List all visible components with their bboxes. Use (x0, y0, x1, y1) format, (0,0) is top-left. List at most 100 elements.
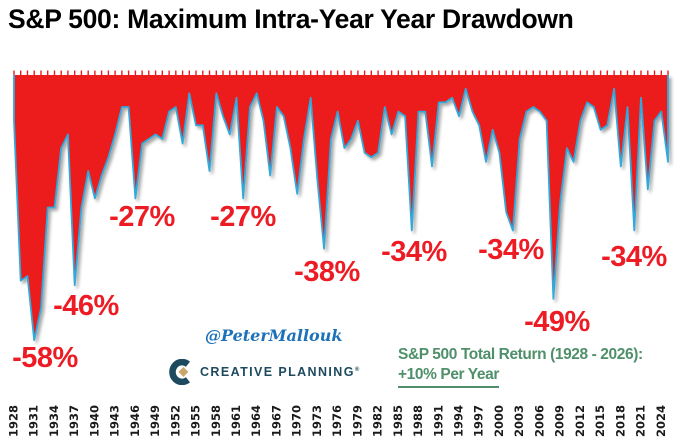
registered-trademark-icon: ® (354, 366, 361, 373)
top-axis-tick (80, 70, 83, 75)
x-axis-label: 2018 (613, 405, 627, 437)
top-axis-tick (316, 70, 319, 75)
top-axis-tick (357, 70, 359, 75)
twitter-handle: @PeterMallouk (205, 326, 343, 345)
drawdown-label: -49% (524, 306, 590, 338)
top-axis-tick (323, 70, 325, 75)
drawdown-label: -34% (381, 236, 447, 268)
top-axis-tick (40, 70, 42, 75)
x-axis-label: 2000 (492, 405, 506, 437)
top-axis-tick (451, 70, 453, 75)
top-axis-tick (620, 70, 622, 75)
top-axis-tick (343, 70, 346, 75)
x-axis-label: 1949 (148, 405, 162, 437)
x-axis-label: 1985 (391, 405, 405, 437)
x-axis-label: 1928 (7, 405, 21, 437)
x-axis-label: 1982 (371, 405, 385, 437)
top-axis-tick (100, 70, 103, 75)
top-axis-tick (626, 70, 629, 75)
x-axis-labels: 1928 1931 1934 1937 1940 1943 1946 1949 1952 1955… (7, 405, 668, 437)
top-axis-tick (310, 70, 312, 75)
top-axis-tick (94, 70, 96, 75)
top-axis-tick (633, 70, 635, 75)
x-axis-label: 2021 (634, 405, 648, 437)
top-axis-tick (114, 70, 116, 75)
total-return-line2: +10% Per Year (398, 365, 499, 388)
top-axis-tick (532, 70, 534, 75)
top-axis-tick (242, 70, 244, 75)
top-axis-tick (471, 70, 474, 75)
top-axis-tick (222, 70, 224, 75)
top-axis-tick (397, 70, 399, 75)
top-axis-tick (235, 70, 238, 75)
top-axis-tick (141, 70, 143, 75)
top-axis-tick (148, 70, 150, 75)
top-axis-tick (384, 70, 386, 75)
top-axis-tick (377, 70, 379, 75)
top-axis-tick (208, 70, 211, 75)
top-axis-tick (283, 70, 285, 75)
x-axis-label: 1976 (330, 405, 344, 437)
top-axis-tick (121, 70, 123, 75)
top-axis-tick (640, 70, 642, 75)
top-axis-tick (249, 70, 251, 75)
top-axis-tick (478, 70, 480, 75)
drawdown-line (13, 75, 669, 341)
top-axis-tick (485, 70, 487, 75)
top-axis-tick (424, 70, 426, 75)
top-axis-tick (390, 70, 393, 75)
top-axis-tick (154, 70, 157, 75)
top-axis-tick (269, 70, 271, 75)
top-axis-tick (363, 70, 366, 75)
top-axis-tick (519, 70, 521, 75)
top-axis-tick (404, 70, 406, 75)
x-axis-label: 1946 (128, 405, 142, 437)
top-axis-tick (559, 70, 561, 75)
x-axis-label: 1943 (108, 405, 122, 437)
logo-text: CREATIVE PLANNING® (200, 365, 361, 379)
drawdown-label: -27% (109, 201, 175, 233)
top-axis-tick (168, 70, 170, 75)
top-axis-tick (127, 70, 130, 75)
total-return-line1: S&P 500 Total Return (1928 - 2026): (398, 346, 643, 363)
top-axis-tick (653, 70, 656, 75)
top-axis-tick (444, 70, 447, 75)
top-axis-tick (660, 70, 662, 75)
top-axis-tick (87, 70, 89, 75)
top-axis-tick (26, 70, 29, 75)
x-axis-label: 1937 (67, 405, 81, 437)
top-axis-tick (13, 70, 15, 75)
top-axis-tick (552, 70, 555, 75)
top-axis-tick (175, 70, 177, 75)
top-axis-tick (107, 70, 110, 75)
x-axis-label: 1958 (209, 405, 223, 437)
x-axis-label: 2009 (553, 405, 567, 437)
top-axis-tick (498, 70, 501, 75)
top-axis-tick (215, 70, 217, 75)
top-axis-ticks (13, 70, 669, 75)
top-axis-tick (33, 70, 35, 75)
x-axis-label: 2024 (654, 405, 668, 437)
x-axis-label: 1934 (47, 405, 61, 437)
top-axis-tick (492, 70, 494, 75)
top-axis-tick (60, 70, 62, 75)
x-axis-label: 1931 (27, 405, 41, 437)
drawdown-label: -34% (601, 241, 667, 273)
x-axis-label: 1970 (290, 405, 304, 437)
top-axis-tick (613, 70, 615, 75)
x-axis-label: 1988 (411, 405, 425, 437)
top-axis-tick (545, 70, 548, 75)
top-axis-tick (438, 70, 440, 75)
top-axis-tick (370, 70, 372, 75)
drawdown-label: -58% (12, 342, 78, 374)
top-axis-tick (647, 70, 649, 75)
top-axis-tick (74, 70, 76, 75)
top-axis-tick (431, 70, 433, 75)
drawdown-label: -34% (478, 234, 544, 266)
top-axis-tick (256, 70, 258, 75)
x-axis-label: 2012 (573, 405, 587, 437)
top-axis-tick (417, 70, 420, 75)
chart-title: S&P 500: Maximum Intra-Year Year Drawdow… (8, 4, 574, 34)
